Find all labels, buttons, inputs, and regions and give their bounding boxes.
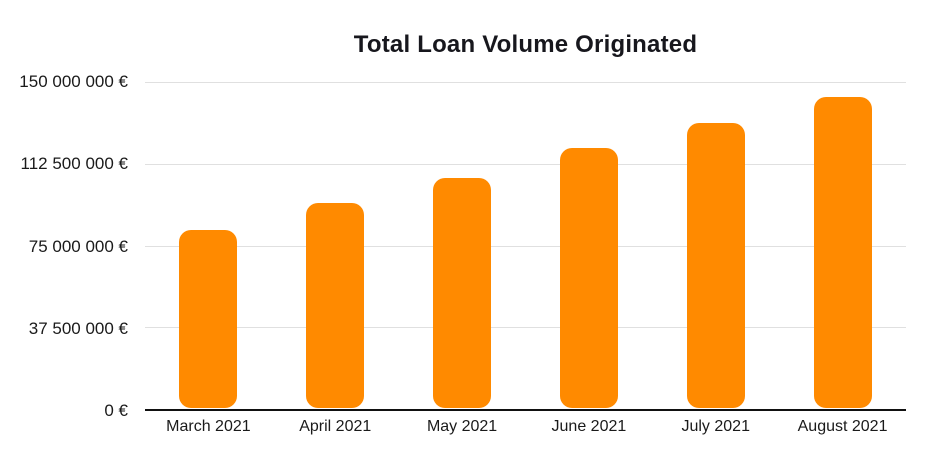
gridline <box>145 163 906 165</box>
bar-may-2021[interactable] <box>433 178 492 408</box>
bar-slot <box>525 82 652 409</box>
gridlines <box>145 82 906 409</box>
bar-slot <box>779 82 906 409</box>
bar-slot <box>145 82 272 409</box>
y-axis-labels: 0 € 37 500 000 € 75 000 000 € 112 500 000 €… <box>0 72 128 420</box>
y-tick-label: 150 000 000 € <box>19 72 128 91</box>
x-tick-label: July 2021 <box>681 418 750 435</box>
bar-august-2021[interactable] <box>813 97 872 408</box>
y-tick-label: 75 000 000 € <box>28 236 128 256</box>
y-tick-label: 37 500 000 € <box>28 318 128 338</box>
plot-area <box>145 82 906 411</box>
gridline <box>145 82 906 83</box>
x-tick-label: August 2021 <box>797 418 888 435</box>
x-tick-label: June 2021 <box>551 418 627 435</box>
bar-july-2021[interactable] <box>686 123 745 408</box>
bar-march-2021[interactable] <box>179 230 238 408</box>
bar-june-2021[interactable] <box>559 148 618 408</box>
x-tick-label: March 2021 <box>166 418 251 435</box>
chart-title: Total Loan Volume Originated <box>353 31 698 58</box>
bar-slot <box>272 82 399 409</box>
x-tick-label: April 2021 <box>299 418 372 435</box>
x-tick-label: May 2021 <box>426 418 498 435</box>
y-tick-label: 112 500 000 € <box>20 154 128 174</box>
bars-container <box>145 82 906 409</box>
gridline <box>145 245 906 247</box>
y-tick-label: 0 € <box>104 401 128 420</box>
bar-slot <box>652 82 779 409</box>
x-axis-labels: March 2021 April 2021 May 2021 June 2021 Jul… <box>145 417 906 437</box>
gridline <box>145 327 906 329</box>
bar-slot <box>399 82 526 409</box>
bar-april-2021[interactable] <box>306 203 365 408</box>
